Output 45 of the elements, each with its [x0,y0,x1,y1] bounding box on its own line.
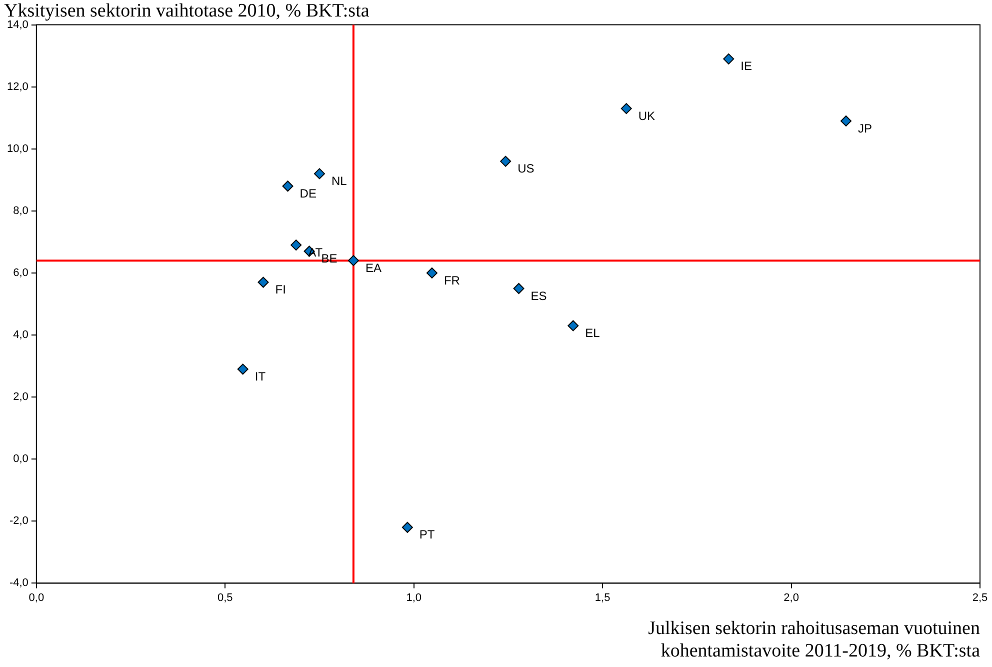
annotation: DE [300,186,316,200]
annotation: EL [585,326,600,340]
x-tick-label: 0,0 [28,592,44,604]
point [568,320,579,332]
point [290,240,302,251]
x-tick-label: 1,0 [406,592,422,604]
x-tick-label: 2,0 [784,592,799,604]
point [620,103,632,114]
annotation: FI [275,282,286,297]
x-tick-label: 1,5 [594,592,610,604]
annotation: EA [365,260,382,275]
y-tick-label: 2,0 [13,391,28,404]
annotation: PT [419,528,436,542]
point [348,255,359,266]
y-tick-label: 6,0 [13,267,28,280]
point [258,276,269,288]
x-tick-label: 0,5 [217,592,233,604]
x-tick-label: 2,5 [972,592,988,604]
y-tick-label: 12,0 [6,80,28,93]
chart-title: Yksityisen sektorin vaihtotase 2010, % BKT:sta [4,0,370,22]
point [500,156,512,167]
point [840,115,852,126]
x-axis-title: Julkisen sektorin rahoitusaseman vuotuinen kohentamistavoite 2011-2019, % BKT:sta [648,618,981,662]
y-tick-label: 10,0 [6,142,28,155]
annotation: IE [740,59,752,74]
annotation: JP [858,121,872,136]
point [282,180,294,192]
annotation: FR [444,273,460,288]
point [402,522,413,533]
annotation: NL [331,174,348,188]
annotation: US [518,162,534,176]
point [426,267,438,278]
annotation: UK [638,108,656,123]
y-tick-label: 14,0 [6,18,28,31]
y-tick-label: -2,0 [9,515,28,528]
annotation: IT [254,369,266,384]
point [314,168,325,180]
point [723,53,734,64]
y-tick-label: 4,0 [13,329,28,342]
y-tick-label: 0,0 [13,453,28,466]
point [237,364,248,375]
point [513,282,524,294]
y-tick-label: 8,0 [13,204,28,217]
y-tick-label: -4,0 [9,577,28,590]
annotation: ES [530,288,547,303]
